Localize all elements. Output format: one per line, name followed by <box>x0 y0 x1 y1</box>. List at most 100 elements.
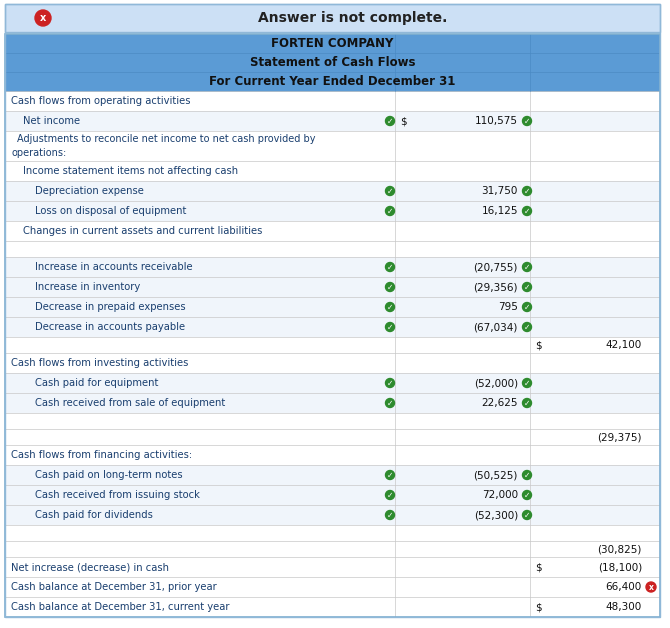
Circle shape <box>385 303 395 311</box>
Text: ✓: ✓ <box>387 470 393 480</box>
Text: (52,000): (52,000) <box>474 378 518 388</box>
Bar <box>5 53 660 72</box>
Bar <box>5 4 660 32</box>
Bar <box>5 597 660 617</box>
Bar <box>5 257 660 277</box>
Circle shape <box>385 187 395 195</box>
Circle shape <box>523 263 531 271</box>
Circle shape <box>35 10 51 26</box>
Circle shape <box>385 117 395 126</box>
Bar <box>5 413 660 429</box>
Text: 16,125: 16,125 <box>482 206 518 216</box>
Text: ✓: ✓ <box>387 117 393 126</box>
Circle shape <box>385 511 395 519</box>
Bar <box>5 34 660 53</box>
Circle shape <box>385 399 395 408</box>
Text: Answer is not complete.: Answer is not complete. <box>258 11 447 25</box>
Text: Cash received from issuing stock: Cash received from issuing stock <box>35 490 200 500</box>
Text: (52,300): (52,300) <box>474 510 518 520</box>
Circle shape <box>523 117 531 126</box>
Bar <box>5 221 660 241</box>
Text: ✓: ✓ <box>524 399 530 408</box>
Bar <box>5 111 660 131</box>
Text: (67,034): (67,034) <box>474 322 518 332</box>
Text: $: $ <box>400 116 407 126</box>
Text: ✓: ✓ <box>524 207 530 215</box>
Bar <box>5 505 660 525</box>
Text: x: x <box>649 583 653 592</box>
Text: Depreciation expense: Depreciation expense <box>35 186 144 196</box>
Circle shape <box>646 582 656 592</box>
Bar <box>5 181 660 201</box>
Circle shape <box>523 283 531 291</box>
Circle shape <box>523 303 531 311</box>
Text: Changes in current assets and current liabilities: Changes in current assets and current li… <box>23 226 263 236</box>
Circle shape <box>385 207 395 215</box>
Text: 22,625: 22,625 <box>482 398 518 408</box>
Circle shape <box>385 323 395 332</box>
Text: Loss on disposal of equipment: Loss on disposal of equipment <box>35 206 186 216</box>
Text: ✓: ✓ <box>387 303 393 311</box>
Text: FORTEN COMPANY: FORTEN COMPANY <box>271 37 394 50</box>
Text: ✓: ✓ <box>524 470 530 480</box>
Text: Adjustments to reconcile net income to net cash provided by: Adjustments to reconcile net income to n… <box>17 134 316 144</box>
Text: ✓: ✓ <box>387 399 393 408</box>
Text: Cash flows from investing activities: Cash flows from investing activities <box>11 358 188 368</box>
Bar <box>5 557 660 577</box>
Text: (30,825): (30,825) <box>598 544 642 554</box>
Text: 66,400: 66,400 <box>606 582 642 592</box>
Circle shape <box>523 490 531 499</box>
Text: $: $ <box>535 562 541 572</box>
Bar <box>5 72 660 91</box>
Circle shape <box>385 470 395 480</box>
Text: Cash flows from financing activities:: Cash flows from financing activities: <box>11 450 192 460</box>
Text: ✓: ✓ <box>524 490 530 499</box>
Circle shape <box>523 399 531 408</box>
Bar <box>5 541 660 557</box>
Bar <box>5 429 660 445</box>
Text: Cash received from sale of equipment: Cash received from sale of equipment <box>35 398 225 408</box>
Bar <box>5 465 660 485</box>
Text: ✓: ✓ <box>387 511 393 519</box>
Circle shape <box>385 379 395 387</box>
Text: ✓: ✓ <box>524 379 530 387</box>
Bar <box>5 353 660 373</box>
Text: (18,100): (18,100) <box>598 562 642 572</box>
Text: Increase in accounts receivable: Increase in accounts receivable <box>35 262 193 272</box>
Text: $: $ <box>535 602 541 612</box>
Text: Cash balance at December 31, prior year: Cash balance at December 31, prior year <box>11 582 217 592</box>
Circle shape <box>523 323 531 332</box>
Text: Statement of Cash Flows: Statement of Cash Flows <box>250 56 415 69</box>
Bar <box>5 525 660 541</box>
Text: ✓: ✓ <box>387 323 393 332</box>
Bar <box>5 485 660 505</box>
Text: ✓: ✓ <box>524 511 530 519</box>
Circle shape <box>523 379 531 387</box>
Text: Cash flows from operating activities: Cash flows from operating activities <box>11 96 190 106</box>
Text: 42,100: 42,100 <box>606 340 642 350</box>
Bar <box>5 241 660 257</box>
Circle shape <box>523 187 531 195</box>
Text: Decrease in prepaid expenses: Decrease in prepaid expenses <box>35 302 186 312</box>
Text: Increase in inventory: Increase in inventory <box>35 282 140 292</box>
Bar <box>5 131 660 161</box>
Bar <box>5 277 660 297</box>
Text: (29,356): (29,356) <box>474 282 518 292</box>
Text: 110,575: 110,575 <box>475 116 518 126</box>
Text: $: $ <box>535 340 541 350</box>
Bar <box>5 317 660 337</box>
Text: ✓: ✓ <box>524 323 530 332</box>
Text: Cash paid for dividends: Cash paid for dividends <box>35 510 153 520</box>
Text: ✓: ✓ <box>387 490 393 499</box>
Text: 72,000: 72,000 <box>482 490 518 500</box>
Text: Net income: Net income <box>23 116 80 126</box>
Text: ✓: ✓ <box>524 283 530 291</box>
Text: Decrease in accounts payable: Decrease in accounts payable <box>35 322 185 332</box>
Text: ✓: ✓ <box>387 263 393 271</box>
Bar <box>5 445 660 465</box>
Bar <box>5 91 660 111</box>
Text: x: x <box>40 13 46 23</box>
Circle shape <box>385 283 395 291</box>
Bar <box>5 201 660 221</box>
Text: For Current Year Ended December 31: For Current Year Ended December 31 <box>209 75 456 88</box>
